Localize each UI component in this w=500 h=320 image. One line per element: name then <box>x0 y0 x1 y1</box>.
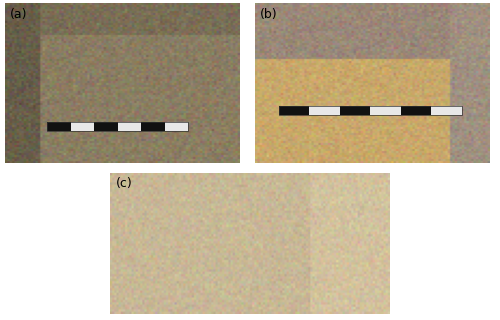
FancyBboxPatch shape <box>118 122 142 131</box>
FancyBboxPatch shape <box>431 106 462 115</box>
FancyBboxPatch shape <box>309 106 340 115</box>
FancyBboxPatch shape <box>165 122 188 131</box>
FancyBboxPatch shape <box>71 122 94 131</box>
FancyBboxPatch shape <box>48 122 71 131</box>
FancyBboxPatch shape <box>400 106 431 115</box>
Text: (c): (c) <box>116 177 132 190</box>
FancyBboxPatch shape <box>340 106 370 115</box>
Text: (b): (b) <box>260 8 278 21</box>
FancyBboxPatch shape <box>94 122 118 131</box>
Text: (a): (a) <box>10 8 27 21</box>
FancyBboxPatch shape <box>370 106 400 115</box>
FancyBboxPatch shape <box>278 106 309 115</box>
FancyBboxPatch shape <box>142 122 165 131</box>
